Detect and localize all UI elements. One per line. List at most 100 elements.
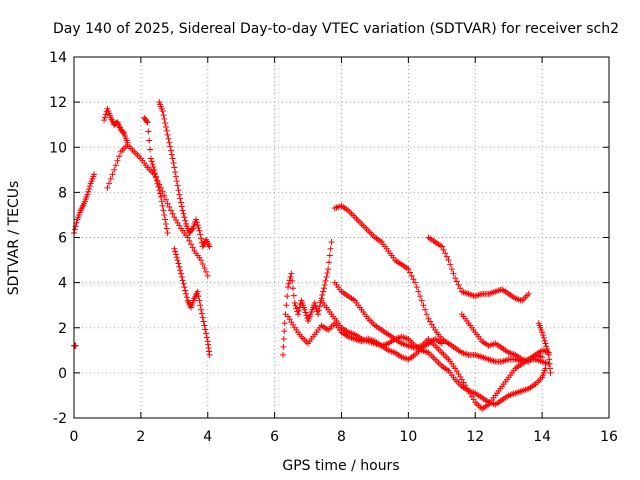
data-point [183, 290, 190, 297]
data-point [109, 171, 116, 178]
data-point [539, 332, 546, 339]
data-point [193, 216, 200, 223]
data-point [319, 292, 326, 299]
y-tick-label: 6 [58, 231, 67, 247]
data-point [146, 137, 153, 144]
data-point [167, 207, 174, 214]
data-point [413, 284, 420, 291]
data-point [455, 281, 462, 288]
x-tick-label: 4 [203, 429, 212, 445]
data-point [160, 112, 167, 119]
data-point [541, 337, 548, 344]
series-track-6 [156, 99, 213, 250]
x-tick-label: 16 [600, 429, 618, 445]
series-track-10 [318, 297, 549, 408]
data-point [195, 224, 202, 231]
series-track-11 [331, 279, 546, 412]
data-point [543, 343, 550, 350]
data-point [281, 320, 288, 327]
data-point [453, 278, 460, 285]
data-point [184, 234, 191, 241]
data-point [201, 322, 208, 329]
data-point [189, 244, 196, 251]
data-point [107, 175, 114, 182]
data-point [169, 155, 176, 162]
data-point [280, 336, 287, 343]
data-point [112, 162, 119, 169]
data-point [440, 246, 447, 253]
data-point [85, 188, 92, 195]
data-point [198, 235, 205, 242]
data-point [188, 226, 195, 233]
data-point [162, 220, 169, 227]
series-track-2 [71, 171, 98, 236]
data-point [175, 187, 182, 194]
data-point [197, 231, 204, 238]
data-point [164, 200, 171, 207]
data-point [86, 185, 93, 192]
data-point [323, 273, 330, 280]
data-point [206, 243, 213, 250]
data-point [178, 203, 185, 210]
data-point [281, 328, 288, 335]
data-point [295, 307, 302, 314]
data-point [91, 171, 98, 178]
data-point [179, 207, 186, 214]
data-point [102, 111, 109, 118]
data-point [173, 254, 180, 261]
data-point [542, 340, 549, 347]
data-point [203, 268, 210, 275]
series-track-8 [279, 239, 335, 358]
data-point [177, 195, 184, 202]
data-point [178, 270, 184, 277]
data-point [287, 273, 294, 280]
data-point [196, 227, 203, 234]
data-point [288, 270, 295, 277]
data-point [412, 279, 419, 286]
data-point [324, 270, 331, 277]
data-point [167, 143, 174, 150]
data-point [172, 251, 179, 258]
data-point [285, 280, 292, 287]
data-point [155, 183, 162, 190]
marker-layer [71, 99, 554, 412]
data-point [147, 146, 154, 153]
data-point [417, 293, 424, 300]
data-point [547, 369, 554, 376]
data-point [178, 199, 184, 206]
data-point [150, 163, 157, 170]
data-point [280, 343, 287, 350]
data-point [311, 299, 318, 306]
data-point [203, 330, 210, 337]
data-point [172, 169, 179, 176]
y-tick-label: 8 [58, 185, 67, 201]
y-tick-label: 12 [49, 95, 67, 111]
data-point [111, 166, 118, 173]
data-point [161, 211, 168, 218]
data-point [289, 277, 296, 284]
x-tick-label: 2 [136, 429, 145, 445]
data-point [325, 266, 332, 273]
data-point [201, 264, 208, 271]
x-axis-title: GPS time / hours [282, 458, 399, 474]
data-point [172, 173, 179, 180]
series-track-13 [425, 234, 532, 304]
data-point [196, 297, 203, 304]
data-point [197, 302, 204, 309]
data-point [114, 157, 121, 164]
data-point [418, 297, 425, 304]
data-point [457, 285, 464, 292]
data-point [169, 210, 176, 217]
data-point [204, 272, 211, 279]
data-point [292, 302, 299, 309]
data-point [177, 267, 184, 274]
data-point [326, 252, 333, 259]
data-point [202, 326, 209, 333]
data-point [181, 214, 188, 221]
data-point [290, 292, 297, 299]
data-point [163, 225, 170, 232]
data-point [152, 173, 159, 180]
data-point [203, 334, 210, 341]
data-point [540, 334, 547, 341]
